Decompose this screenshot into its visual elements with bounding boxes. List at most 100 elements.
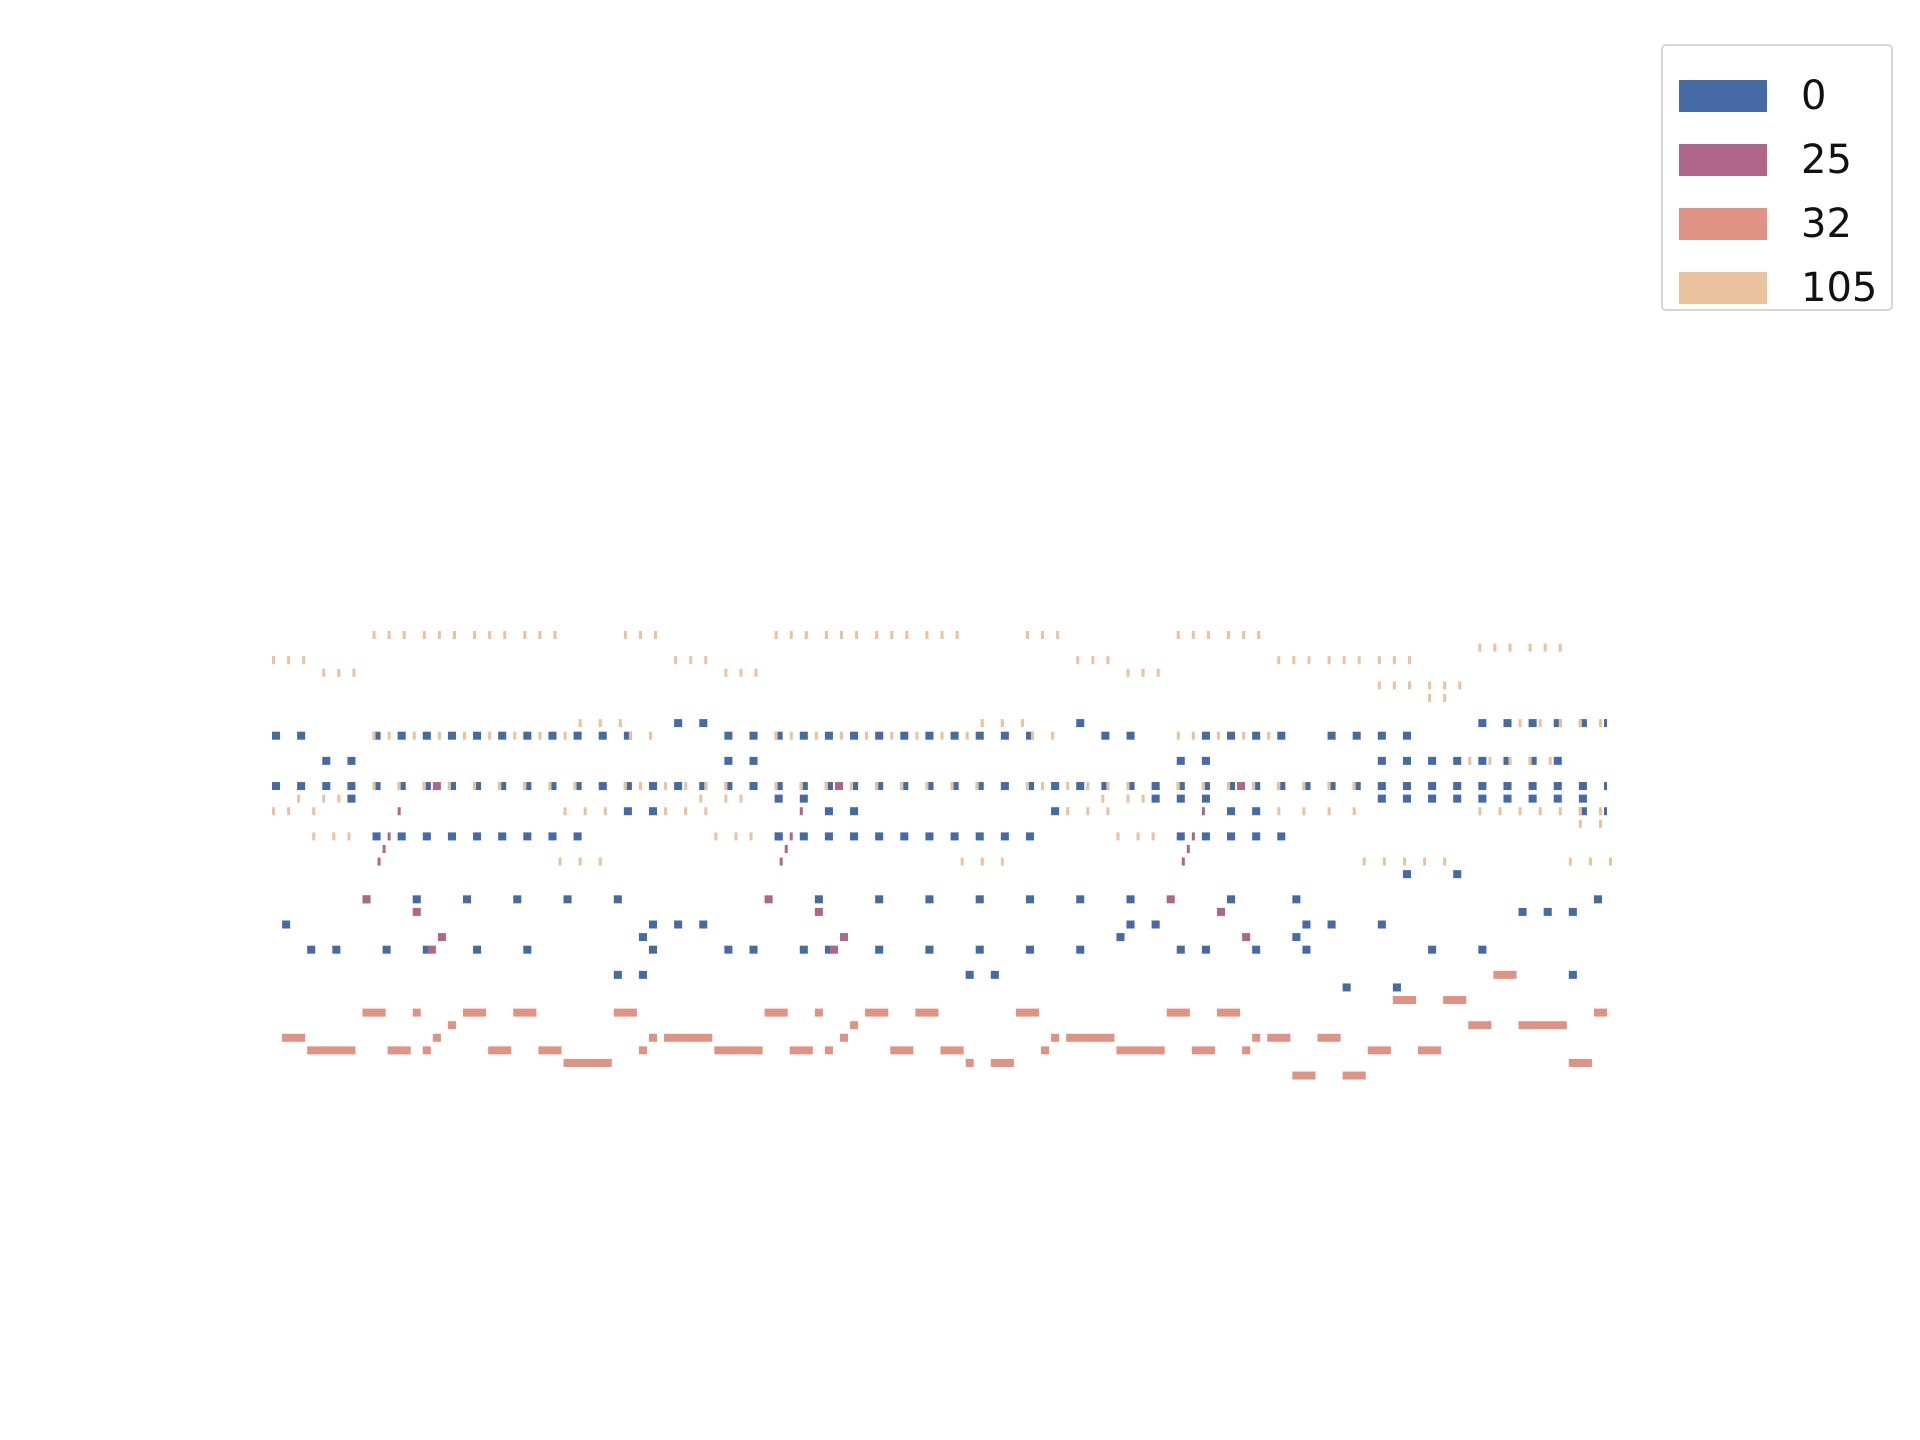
note-0-216: [1342, 983, 1351, 992]
note-105-94: [814, 731, 818, 740]
note-32-12: [563, 1058, 612, 1067]
note-32-16: [664, 1033, 713, 1042]
note-105-203: [1478, 807, 1482, 816]
note-0-4: [372, 731, 381, 740]
note-0-11: [548, 731, 557, 740]
note-0-122: [1252, 807, 1261, 816]
note-105-73: [749, 832, 753, 841]
note-0-149: [1453, 794, 1462, 803]
note-32-32: [1051, 1033, 1060, 1042]
note-0-72: [422, 832, 431, 841]
note-105-45: [563, 807, 567, 816]
note-105-145: [1227, 631, 1231, 639]
note-0-9: [498, 731, 507, 740]
note-105-51: [578, 719, 582, 728]
note-105-43: [548, 782, 552, 791]
note-0-159: [1578, 719, 1587, 728]
note-105-102: [799, 782, 803, 791]
note-105-195: [1508, 756, 1512, 765]
note-105-54: [623, 782, 627, 791]
note-0-22: [447, 782, 456, 791]
note-105-5: [352, 668, 356, 677]
note-105-116: [1025, 631, 1029, 639]
note-0-164: [1453, 870, 1462, 879]
note-32-34: [1116, 1046, 1165, 1055]
note-0-156: [1503, 719, 1512, 728]
note-0-176: [563, 895, 572, 904]
note-105-52: [598, 719, 602, 728]
note-0-47: [1076, 782, 1085, 791]
note-105-179: [1377, 681, 1381, 690]
note-0-79: [623, 807, 632, 816]
note-105-3: [322, 668, 326, 677]
note-0-128: [1252, 832, 1261, 841]
note-0-218: [1428, 945, 1437, 954]
note-25-5: [412, 907, 421, 916]
note-0-5: [397, 731, 406, 740]
note-105-204: [1498, 807, 1502, 816]
note-0-199: [1252, 945, 1261, 954]
note-0-153: [1553, 794, 1562, 803]
note-105-183: [1443, 681, 1447, 690]
note-105-178: [1443, 857, 1447, 866]
legend-entry-105: 105: [1679, 256, 1891, 320]
note-0-53: [1227, 782, 1236, 791]
note-0-10: [523, 731, 532, 740]
note-25-14: [799, 807, 803, 816]
note-105-124: [1091, 656, 1095, 665]
note-105-212: [1609, 857, 1613, 866]
note-0-117: [1051, 807, 1060, 816]
note-32-25: [890, 1046, 914, 1055]
note-32-24: [865, 1008, 889, 1017]
note-25-22: [1186, 844, 1190, 853]
note-105-198: [1518, 719, 1522, 728]
note-105-100: [965, 731, 969, 740]
note-0-129: [1277, 832, 1286, 841]
note-0-119: [1176, 756, 1185, 765]
note-105-139: [1101, 794, 1105, 803]
note-0-38: [850, 782, 859, 791]
note-0-103: [774, 832, 783, 841]
note-0-89: [799, 731, 808, 740]
note-0-206: [1302, 920, 1311, 929]
note-105-170: [1357, 656, 1361, 665]
note-105-119: [1025, 782, 1029, 791]
note-0-82: [749, 731, 758, 740]
note-32-18: [764, 1008, 788, 1017]
note-0-205: [1292, 933, 1301, 942]
note-0-130: [1201, 731, 1210, 740]
note-105-53: [618, 719, 622, 728]
note-105-76: [754, 668, 758, 677]
note-105-37: [397, 782, 401, 791]
note-105-134: [1136, 832, 1140, 841]
note-105-98: [915, 731, 919, 740]
note-105-49: [578, 857, 582, 866]
note-0-108: [900, 832, 909, 841]
note-105-193: [1468, 756, 1472, 765]
note-105-208: [1578, 819, 1582, 828]
note-0-178: [613, 970, 622, 979]
note-0-147: [1402, 794, 1411, 803]
note-32-44: [1292, 1071, 1316, 1080]
note-32-48: [1468, 1021, 1492, 1030]
note-105-181: [1407, 681, 1411, 690]
note-0-64: [1503, 782, 1512, 791]
note-0-124: [1201, 794, 1210, 803]
note-0-141: [1453, 756, 1462, 765]
note-0-24: [498, 782, 507, 791]
legend-swatch-105: [1679, 272, 1767, 304]
note-105-115: [1020, 719, 1024, 728]
note-105-161: [1277, 807, 1281, 816]
note-105-200: [1558, 719, 1562, 728]
legend-swatch-0: [1679, 80, 1767, 112]
note-105-194: [1488, 756, 1492, 765]
legend-swatch-25: [1679, 144, 1767, 176]
note-0-49: [1126, 782, 1135, 791]
note-0-166: [307, 945, 316, 954]
note-0-106: [850, 832, 859, 841]
note-0-3: [347, 756, 356, 765]
note-25-10: [764, 895, 773, 904]
note-105-160: [1352, 782, 1356, 791]
note-105-151: [1242, 731, 1246, 740]
note-105-191: [1543, 643, 1547, 652]
